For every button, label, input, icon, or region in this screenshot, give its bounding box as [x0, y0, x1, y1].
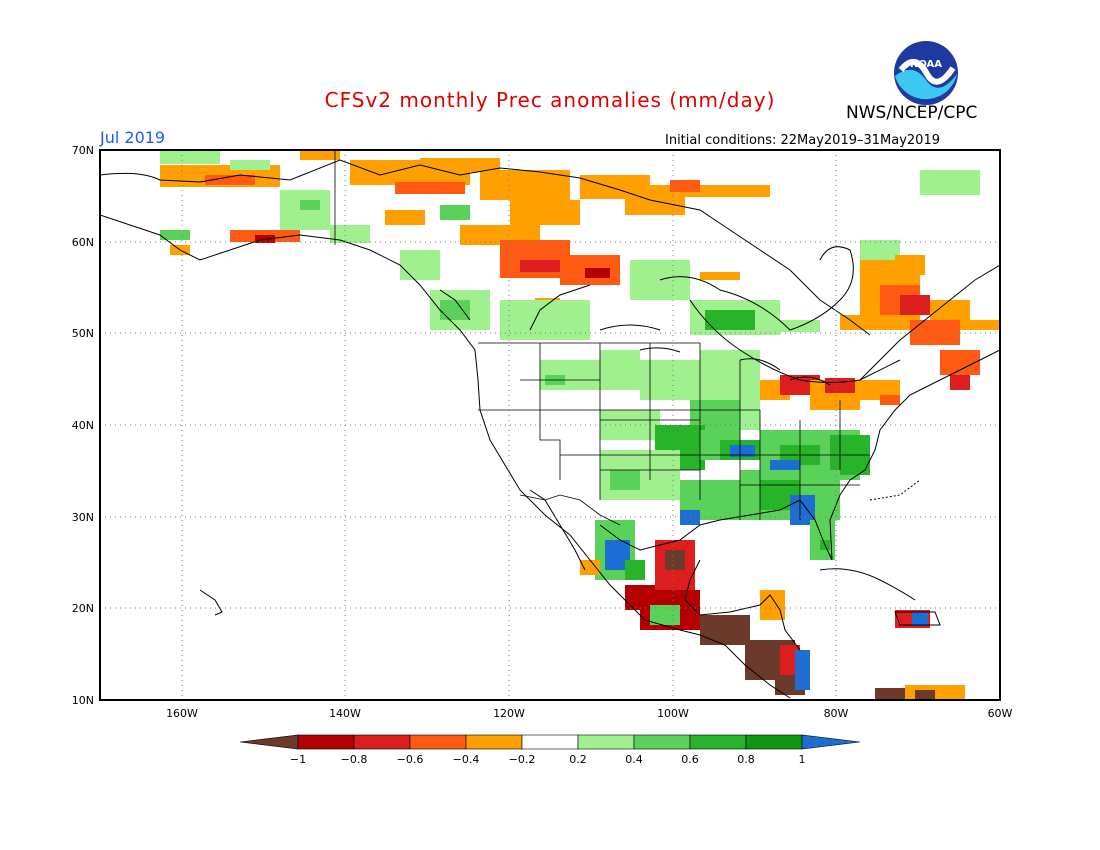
state-borders: [334, 150, 870, 526]
legend-swatch-6: [577, 734, 635, 750]
graticule: [100, 150, 1000, 700]
color-legend: −1 −0.8 −0.6 −0.4 −0.2 0.2 0.4 0.6 0.8 1: [239, 734, 861, 766]
lat-label-60: 60N: [72, 236, 94, 249]
legend-label-5: 0.2: [569, 753, 587, 766]
lat-label-50: 50N: [72, 327, 94, 340]
agency-label: NWS/NCEP/CPC: [846, 103, 978, 123]
logo-text: NOAA: [910, 59, 942, 70]
noaa-logo: NOAA: [893, 40, 959, 106]
legend-label-0: −1: [290, 753, 306, 766]
coastlines: [100, 159, 1000, 699]
legend-label-2: −0.6: [397, 753, 424, 766]
legend-label-8: 0.8: [737, 753, 755, 766]
lon-label-120w: 120W: [493, 707, 525, 720]
lon-label-60w: 60W: [988, 707, 1013, 720]
legend-label-6: 0.4: [625, 753, 643, 766]
chart-title: CFSv2 monthly Prec anomalies (mm/day): [324, 88, 776, 112]
lon-label-100w: 100W: [657, 707, 689, 720]
legend-label-7: 0.6: [681, 753, 699, 766]
lat-label-10: 10N: [72, 694, 94, 707]
lon-label-80w: 80W: [824, 707, 849, 720]
legend-swatch-9: [745, 734, 803, 750]
lon-label-140w: 140W: [329, 707, 361, 720]
initial-conditions: Initial conditions: 22May2019–31May2019: [665, 133, 940, 148]
forecast-month: Jul 2019: [100, 128, 166, 147]
legend-swatch-7: [633, 734, 691, 750]
legend-swatch-2: [353, 734, 411, 750]
legend-swatch-8: [689, 734, 747, 750]
lat-labels: 70N 60N 50N 40N 30N 20N 10N: [72, 144, 94, 707]
legend-label-3: −0.4: [453, 753, 480, 766]
lon-label-160w: 160W: [166, 707, 198, 720]
legend-swatch-1: [297, 734, 355, 750]
lat-label-20: 20N: [72, 602, 94, 615]
lat-label-30: 30N: [72, 511, 94, 524]
lat-label-70: 70N: [72, 144, 94, 157]
legend-swatch-10: [801, 734, 861, 750]
lon-labels: 160W 140W 120W 100W 80W 60W: [166, 707, 1012, 720]
lat-label-40: 40N: [72, 419, 94, 432]
map-frame: [99, 149, 1001, 701]
legend-swatch-3: [409, 734, 467, 750]
legend-swatch-0: [239, 734, 299, 750]
legend-swatch-4: [465, 734, 523, 750]
legend-label-1: −0.8: [341, 753, 368, 766]
legend-swatch-5: [521, 734, 579, 750]
legend-label-4: −0.2: [509, 753, 536, 766]
legend-label-9: 1: [799, 753, 806, 766]
